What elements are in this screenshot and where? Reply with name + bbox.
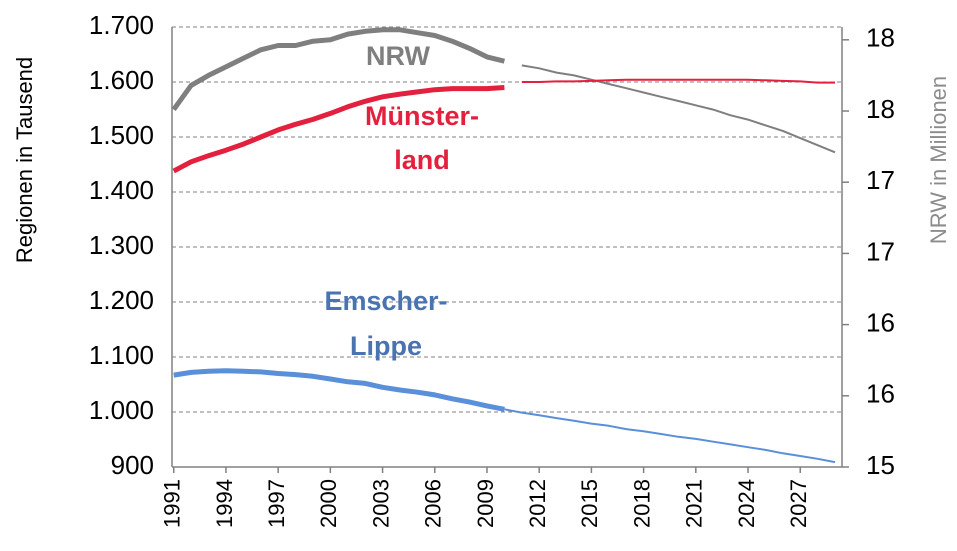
x-tick-label: 2009 (473, 479, 498, 528)
y-tick-label: 1.700 (89, 10, 154, 40)
x-tick-label: 1994 (212, 479, 237, 528)
series-line (521, 64, 836, 154)
y2-tick-label: 18 (866, 23, 895, 53)
y2-axis-title: NRW in Millionen (926, 76, 951, 244)
x-tick-label: 2003 (368, 479, 393, 528)
x-tick-label: 1997 (264, 479, 289, 528)
series-line (171, 27, 505, 112)
series-label: Lippe (350, 331, 422, 361)
x-tick-label: 2012 (525, 479, 550, 528)
y-tick-label: 1.600 (89, 65, 154, 95)
x-tick-label: 2024 (734, 479, 759, 528)
y2-tick-label: 18 (866, 94, 895, 124)
x-tick-label: 2021 (682, 479, 707, 528)
series-line (504, 408, 836, 464)
x-tick-label: 2015 (577, 479, 602, 528)
y2-tick-label: 16 (866, 379, 895, 409)
series-label: land (394, 145, 450, 175)
x-tick-label: 1991 (160, 479, 185, 528)
y2-tick-label: 17 (866, 165, 895, 195)
y2-tick-label: 15 (866, 450, 895, 480)
series-line (172, 85, 505, 174)
y-tick-label: 1.100 (89, 340, 154, 370)
y2-tick-label: 17 (866, 236, 895, 266)
y-tick-label: 1.500 (89, 120, 154, 150)
y-tick-label: 900 (111, 450, 154, 480)
x-tick-label: 2000 (316, 479, 341, 528)
x-tick-label: 2006 (421, 479, 446, 528)
y-tick-label: 1.000 (89, 395, 154, 425)
series-label: Emscher- (324, 286, 447, 316)
series-label: NRW (366, 41, 431, 71)
y-tick-label: 1.300 (89, 230, 154, 260)
x-tick-label: 2027 (786, 479, 811, 528)
x-tick-label: 2018 (629, 479, 654, 528)
y-tick-label: 1.200 (89, 285, 154, 315)
series-label: Münster- (365, 101, 479, 131)
y-axis-title: Regionen in Tausend (12, 57, 37, 263)
series-line (521, 78, 835, 84)
y2-tick-label: 16 (866, 307, 895, 337)
series-line (173, 368, 505, 412)
y-tick-label: 1.400 (89, 175, 154, 205)
